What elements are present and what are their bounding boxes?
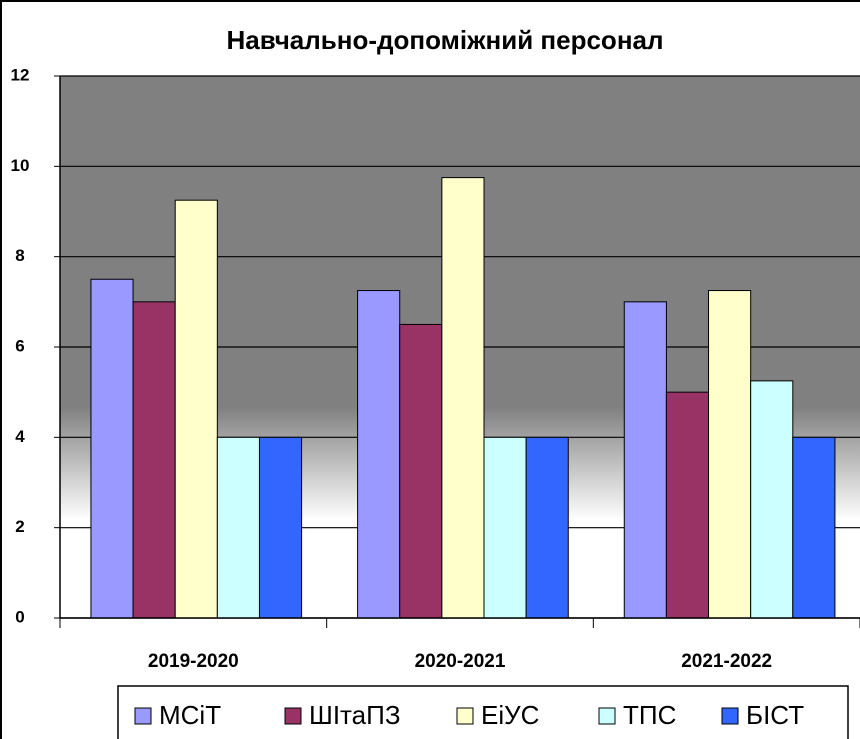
legend-label: ЕіУС: [481, 700, 539, 730]
y-tick-label: 4: [15, 427, 25, 446]
bar: [132, 301, 176, 619]
bar: [623, 301, 667, 619]
bar: [441, 177, 485, 619]
y-tick-label: 12: [11, 65, 30, 84]
legend-swatch: [598, 707, 616, 725]
legend-label: ШІтаПЗ: [309, 700, 401, 730]
bar: [525, 436, 569, 619]
x-tick-label: 2019-2020: [148, 651, 239, 672]
bar: [665, 391, 710, 619]
legend-swatch: [721, 707, 739, 725]
bar: [792, 436, 836, 619]
x-tick-label: 2021-2022: [681, 651, 772, 672]
bar: [750, 380, 794, 619]
y-tick-label: 8: [15, 246, 24, 265]
legend-label: БІСТ: [746, 700, 804, 730]
chart-title: Навчально-допоміжний персонал: [226, 25, 663, 55]
legend-swatch: [134, 707, 152, 725]
bar: [708, 290, 752, 619]
bar: [483, 436, 527, 619]
y-tick-label: 10: [11, 156, 30, 175]
legend-label: МСіТ: [159, 700, 221, 730]
bar: [216, 436, 260, 619]
y-tick-label: 2: [15, 517, 24, 536]
bar: [357, 290, 401, 619]
x-tick-label: 2020-2021: [415, 651, 506, 672]
bar: [258, 436, 303, 619]
y-tick-label: 0: [15, 607, 24, 626]
bar: [174, 199, 218, 619]
bar: [90, 278, 134, 619]
legend-swatch: [456, 707, 474, 725]
legend-swatch: [284, 707, 302, 725]
legend-label: ТПС: [623, 700, 676, 730]
bar: [399, 323, 443, 619]
y-tick-label: 6: [15, 336, 24, 355]
